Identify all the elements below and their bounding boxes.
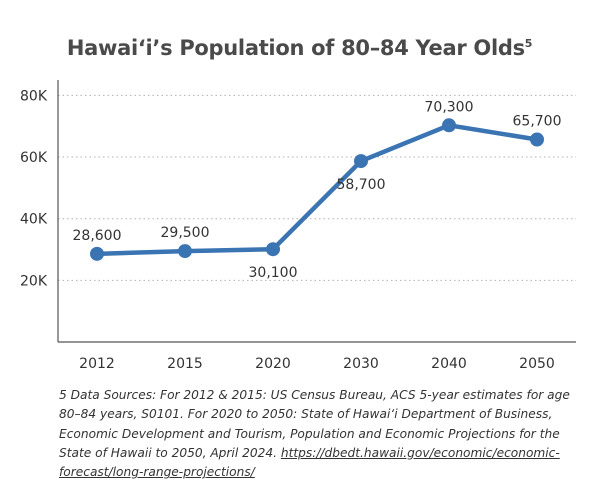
data-point <box>442 118 456 133</box>
data-label: 29,500 <box>161 225 210 241</box>
title-footnote-mark: 5 <box>524 37 533 50</box>
data-point <box>354 154 368 169</box>
x-tick-label: 2012 <box>79 356 115 372</box>
y-tick-label: 40K <box>20 212 48 228</box>
data-point <box>90 246 104 261</box>
footnote-text: 5 Data Sources: For 2012 & 2015: US Cens… <box>59 388 570 460</box>
x-tick-label: 2050 <box>519 356 555 372</box>
data-label: 70,300 <box>425 99 474 115</box>
data-point <box>266 242 280 257</box>
data-point <box>178 244 192 259</box>
chart-title: Hawai‘i’s Population of 80–84 Year Olds5 <box>0 36 599 60</box>
footnote-url[interactable]: https://dbedt.hawaii.gov/economic/econom… <box>59 445 560 480</box>
source-footnote: 5 Data Sources: For 2012 & 2015: US Cens… <box>59 386 589 482</box>
x-tick-label: 2020 <box>255 356 291 372</box>
chart-title-text: Hawai‘i’s Population of 80–84 Year Olds <box>66 36 525 60</box>
y-tick-label: 20K <box>20 273 48 289</box>
data-label: 30,100 <box>249 265 298 281</box>
y-tick-label: 60K <box>20 150 48 166</box>
y-tick-label: 80K <box>20 88 48 104</box>
data-point <box>530 132 544 147</box>
x-tick-label: 2040 <box>431 356 467 372</box>
data-label: 65,700 <box>513 113 562 129</box>
series-line <box>94 123 540 257</box>
x-tick-label: 2030 <box>343 356 379 372</box>
x-tick-label: 2015 <box>167 356 203 372</box>
data-label: 58,700 <box>337 177 386 193</box>
data-label: 28,600 <box>73 228 122 244</box>
